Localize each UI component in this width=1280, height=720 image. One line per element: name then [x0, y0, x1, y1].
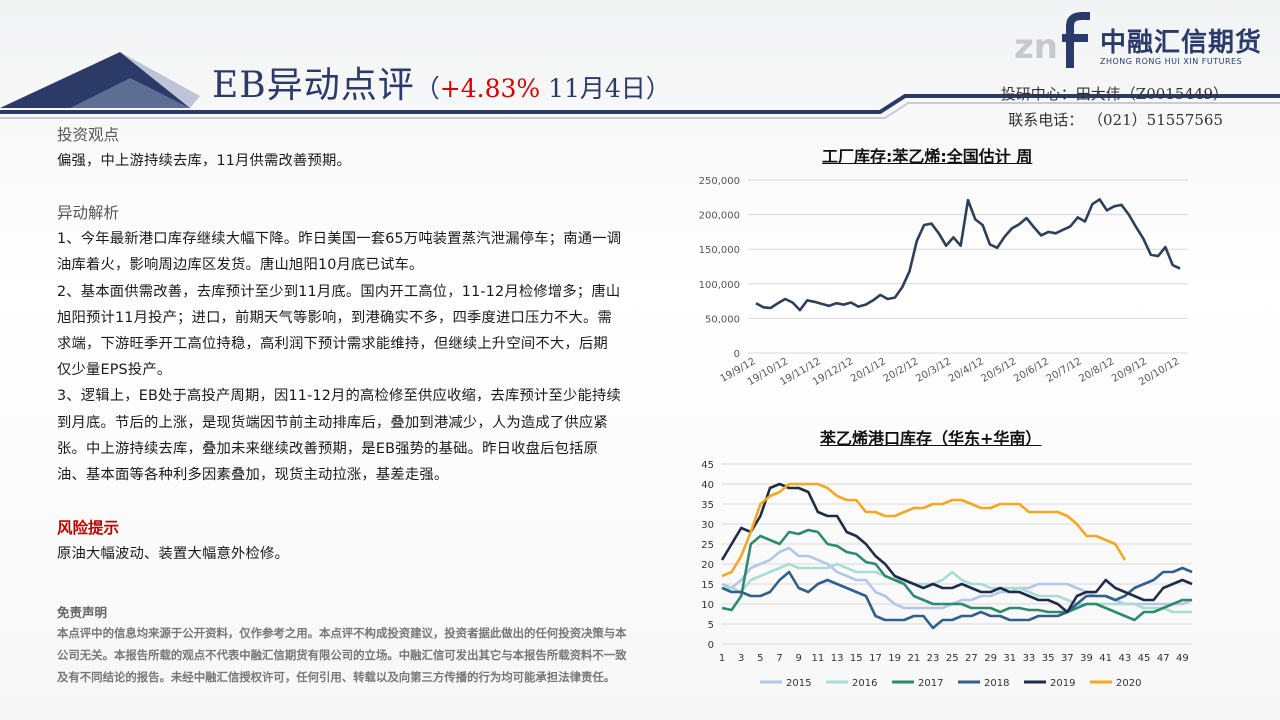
- y-tick-label: 0: [708, 640, 714, 651]
- logo-cn: 中融汇信期货: [1100, 28, 1263, 58]
- y-tick-label: 30: [701, 520, 714, 531]
- logo-mark-icon: zn: [1014, 12, 1090, 68]
- series-line-2018: [721, 566, 1193, 630]
- view-heading: 投资观点: [57, 126, 120, 144]
- logo-en: ZHONG RONG HUI XIN FUTURES: [1100, 57, 1243, 66]
- x-tick-label: 20/1/12: [849, 356, 888, 385]
- x-tick-label: 45: [1138, 653, 1151, 664]
- x-tick-label: 20/6/12: [1012, 356, 1051, 385]
- x-tick-label: 31: [1003, 653, 1016, 664]
- x-tick-label: 41: [1099, 653, 1112, 664]
- commentary: 投资观点 偏强，中上游持续去库，11月供需改善预期。 异动解析 1、今年最新港口…: [57, 122, 622, 567]
- x-tick-label: 7: [776, 653, 782, 664]
- y-tick-label: 50,000: [705, 314, 740, 325]
- view-text: 偏强，中上游持续去库，11月供需改善预期。: [57, 153, 352, 169]
- page-title: EB异动点评（+4.83% 11月4日）: [212, 56, 671, 108]
- x-tick-label: 17: [869, 653, 882, 664]
- analysis-point-3: 3、逻辑上，EB处于高投产周期，因11-12月的高检修至供应收缩，去库预计至少能…: [57, 388, 621, 484]
- x-tick-label: 47: [1157, 653, 1170, 664]
- contact-phone: 联系电话： （021）51557565: [1008, 111, 1223, 129]
- y-tick-label: 45: [701, 460, 714, 471]
- x-tick-label: 27: [965, 653, 978, 664]
- series-line-2016: [722, 562, 1192, 614]
- disclaimer-text: 本点评中的信息均来源于公开资料，仅作参考之用。本点评不构成投资建议，投资者据此做…: [57, 626, 627, 684]
- x-tick-label: 20/2/12: [882, 356, 921, 385]
- title-main: EB异动点评: [212, 65, 415, 106]
- y-tick-label: 5: [708, 620, 714, 631]
- title-date: 11月4日）: [540, 74, 671, 103]
- y-tick-label: 200,000: [699, 211, 740, 222]
- x-tick-label: 20/7/12: [1045, 356, 1084, 385]
- y-tick-label: 100,000: [699, 280, 740, 291]
- y-tick-label: 25: [701, 540, 714, 551]
- x-tick-label: 11: [812, 653, 825, 664]
- y-tick-label: 0: [734, 349, 740, 360]
- chart1-title: 工厂库存:苯乙烯:全国估计 周: [822, 147, 1033, 166]
- factory-inventory-chart: 050,000100,000150,000200,000250,00019/9/…: [699, 176, 1188, 388]
- x-tick-label: 49: [1176, 653, 1189, 664]
- x-tick-label: 3: [738, 653, 744, 664]
- x-tick-label: 43: [1118, 653, 1131, 664]
- y-tick-label: 35: [701, 500, 714, 511]
- series-line-2019: [720, 482, 1193, 614]
- x-tick-label: 20/4/12: [947, 356, 986, 385]
- x-tick-label: 13: [831, 653, 844, 664]
- legend-label-2019: 2019: [1050, 678, 1075, 689]
- header-decoration: [0, 52, 1280, 119]
- x-tick-label: 21: [907, 653, 920, 664]
- series-line-2017: [721, 528, 1192, 622]
- analysis-point-1: 1、今年最新港口库存继续大幅下降。昨日美国一套65万吨装置蒸汽泄漏停车；南通一调…: [57, 231, 622, 274]
- risk-text: 原油大幅波动、装置大幅意外检修。: [57, 546, 289, 563]
- x-tick-label: 29: [984, 653, 997, 664]
- svg-text:zn: zn: [1014, 27, 1058, 67]
- x-tick-label: 39: [1080, 653, 1093, 664]
- y-tick-label: 15: [701, 580, 714, 591]
- x-tick-label: 15: [850, 653, 863, 664]
- title-change: +4.83%: [439, 74, 541, 103]
- x-tick-label: 33: [1023, 653, 1036, 664]
- series-line: [755, 198, 1181, 312]
- series-line-2020: [721, 482, 1127, 578]
- x-tick-label: 20/8/12: [1077, 356, 1116, 385]
- analysis-heading: 异动解析: [57, 204, 120, 223]
- x-tick-label: 20/5/12: [980, 356, 1019, 385]
- title-paren-open: （: [414, 74, 440, 103]
- x-tick-label: 5: [757, 653, 763, 664]
- legend-label-2017: 2017: [918, 678, 943, 689]
- x-tick-label: 35: [1042, 653, 1055, 664]
- y-tick-label: 250,000: [699, 176, 740, 187]
- company-logo: zn 中融汇信期货 ZHONG RONG HUI XIN FUTURES: [1010, 10, 1270, 72]
- risk-heading: 风险提示: [57, 518, 120, 538]
- disclaimer-heading: 免责声明: [57, 605, 108, 620]
- x-tick-label: 25: [946, 653, 959, 664]
- y-tick-label: 40: [701, 480, 714, 491]
- x-tick-label: 19: [888, 653, 901, 664]
- x-tick-label: 23: [927, 653, 940, 664]
- y-tick-label: 10: [701, 600, 714, 611]
- chart2-title: 苯乙烯港口库存（华东+华南）: [820, 429, 1042, 448]
- y-tick-label: 150,000: [699, 245, 740, 256]
- x-tick-label: 37: [1061, 653, 1074, 664]
- x-tick-label: 9: [796, 653, 802, 664]
- y-tick-label: 20: [701, 560, 714, 571]
- analysis-point-2: 2、基本面供需改善，去库预计至少到11月底。国内开工高位，11-12月检修增多；…: [57, 283, 621, 379]
- contact-analyst: 投研中心：田大伟（Z0015449）: [1000, 85, 1228, 103]
- x-tick-label: 1: [719, 653, 725, 664]
- legend-label-2020: 2020: [1116, 678, 1141, 689]
- legend-label-2018: 2018: [984, 678, 1009, 689]
- legend-label-2016: 2016: [852, 678, 877, 689]
- legend-label-2015: 2015: [786, 678, 811, 689]
- x-tick-label: 20/3/12: [914, 356, 953, 385]
